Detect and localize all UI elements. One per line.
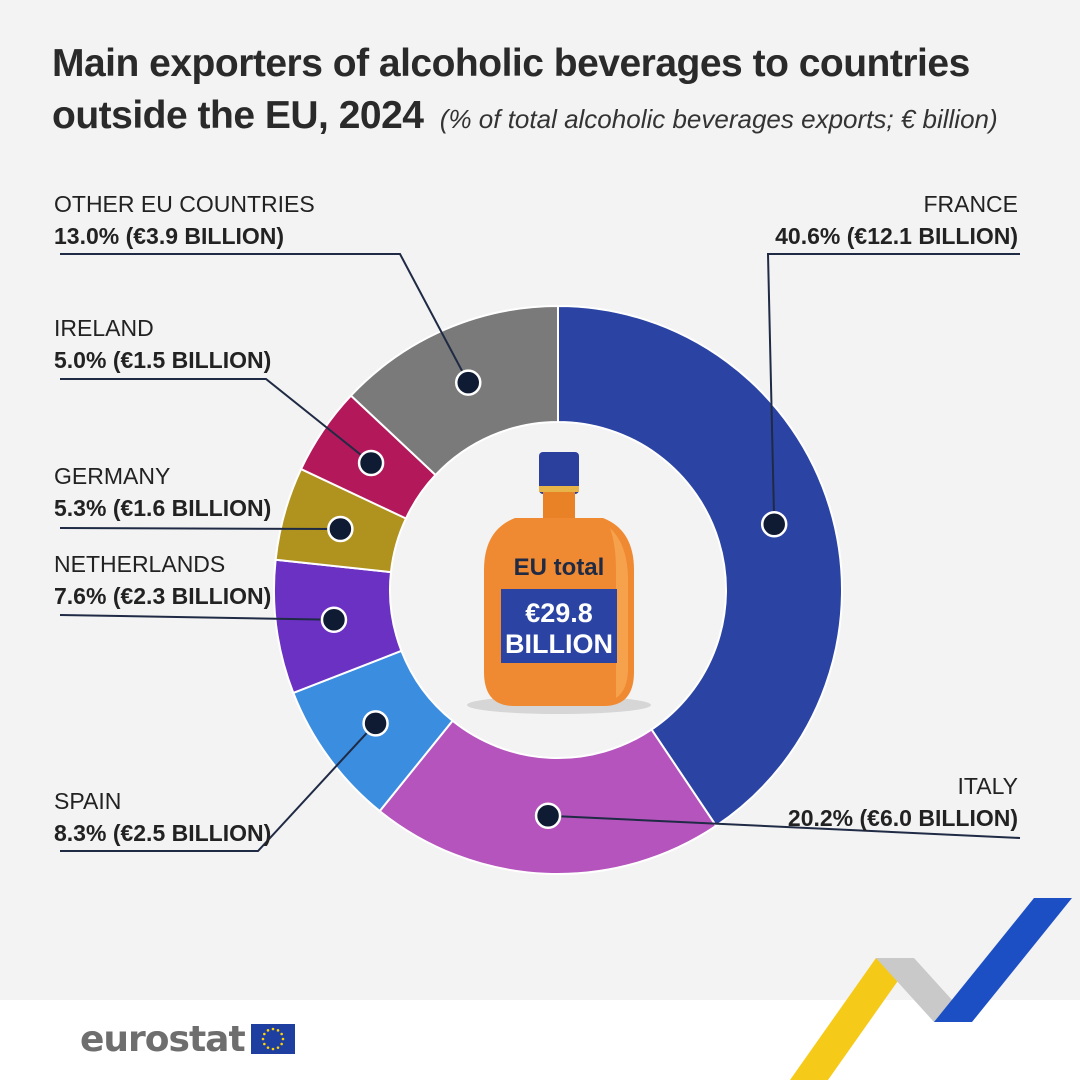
marker-spain [362, 710, 389, 737]
slice-markers [320, 369, 788, 830]
marker-ireland [357, 449, 385, 477]
label-france: FRANCE 40.6% (€12.1 BILLION) [775, 188, 1018, 252]
label-germany-value: 5.3% (€1.6 BILLION) [54, 495, 272, 521]
label-netherlands-name: NETHERLANDS [54, 551, 226, 577]
label-other-eu-name: OTHER EU COUNTRIES [54, 191, 315, 217]
label-other-eu: OTHER EU COUNTRIES 13.0% (€3.9 BILLION) [54, 188, 315, 252]
flag-star [280, 1042, 283, 1046]
flag-star [276, 1029, 279, 1032]
leader-netherlands [59, 614, 334, 621]
bottle-highlight [610, 528, 628, 698]
flag-star [281, 1037, 284, 1041]
label-ireland-name: IRELAND [54, 315, 154, 341]
eu-flag-icon [250, 1024, 295, 1054]
slice-other-eu-countries [349, 304, 559, 477]
flag-star [280, 1032, 283, 1036]
label-netherlands: NETHERLANDS 7.6% (€2.3 BILLION) [54, 548, 271, 612]
label-germany: GERMANY 5.3% (€1.6 BILLION) [54, 460, 271, 524]
bottle-cap [539, 452, 579, 494]
corner-ribbon-decoration [790, 898, 1072, 1080]
chart-title: Main exporters of alcoholic beverages to… [52, 38, 1052, 145]
marker-netherlands [320, 606, 348, 633]
label-spain-value: 8.3% (€2.5 BILLION) [54, 820, 272, 846]
title-line-2: outside the EU, 2024 [52, 94, 424, 137]
chart-subtitle: (% of total alcoholic beverages exports;… [439, 104, 998, 134]
flag-star [262, 1032, 266, 1036]
marker-other-eu-countries [454, 369, 482, 396]
label-italy-value: 20.2% (€6.0 BILLION) [787, 805, 1018, 831]
flag-star [261, 1037, 264, 1041]
center-value-line-2: BILLION [505, 629, 613, 659]
donut-chart: EU total €29.8 BILLION [59, 253, 1021, 875]
label-italy-name: ITALY [957, 773, 1019, 799]
flag-star [266, 1046, 269, 1049]
label-germany-name: GERMANY [54, 463, 171, 489]
marker-germany [327, 515, 354, 543]
leader-ireland [60, 378, 372, 464]
ribbon-blue [934, 898, 1072, 1022]
leader-france [766, 253, 1020, 525]
flag-star [276, 1046, 279, 1049]
center-value-panel [501, 589, 617, 663]
leader-germany [59, 527, 341, 530]
label-spain: SPAIN 8.3% (€2.5 BILLION) [54, 785, 271, 849]
label-france-name: FRANCE [923, 191, 1018, 217]
leader-lines [59, 253, 1021, 852]
label-italy: ITALY 20.2% (€6.0 BILLION) [788, 770, 1018, 834]
label-netherlands-value: 7.6% (€2.3 BILLION) [54, 583, 272, 609]
logo-text: eurostat [80, 1018, 246, 1060]
label-other-eu-value: 13.0% (€3.9 BILLION) [54, 223, 285, 249]
leader-italy [548, 814, 1021, 839]
label-ireland-value: 5.0% (€1.5 BILLION) [54, 347, 272, 373]
title-line-1: Main exporters of alcoholic beverages to… [52, 42, 970, 85]
label-ireland: IRELAND 5.0% (€1.5 BILLION) [54, 312, 271, 376]
footer-band [0, 1000, 1080, 1080]
marker-italy [534, 802, 562, 830]
center-label: EU total [514, 554, 605, 581]
marker-france [760, 510, 788, 538]
eurostat-logo: eurostat [80, 1016, 295, 1062]
bottle-neck [543, 492, 575, 518]
bottle-illustration: EU total €29.8 BILLION [467, 452, 651, 714]
flag-star [271, 1047, 274, 1051]
slice-italy [378, 719, 718, 875]
center-value-line-1: €29.8 [525, 598, 593, 628]
label-france-value: 40.6% (€12.1 BILLION) [775, 223, 1018, 249]
bottle-cap-band [539, 486, 579, 492]
flag-star [271, 1027, 274, 1031]
leader-spain [60, 722, 377, 852]
flag-star [266, 1029, 269, 1032]
label-spain-name: SPAIN [54, 788, 122, 814]
flag-star [262, 1042, 266, 1046]
leader-other-eu-countries [60, 253, 470, 384]
ribbon-yellow [790, 958, 914, 1080]
slice-france [557, 304, 843, 828]
